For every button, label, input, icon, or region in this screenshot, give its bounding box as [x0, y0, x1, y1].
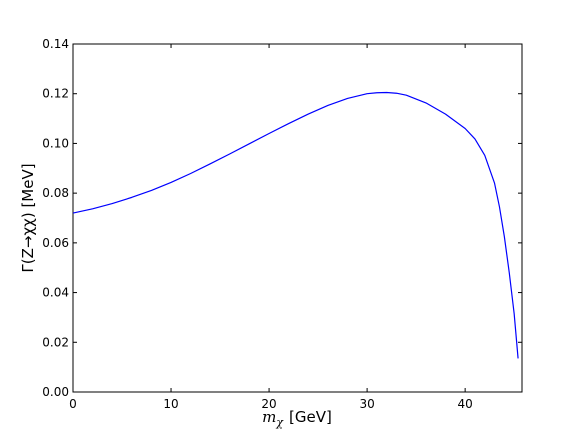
- x-tick-label: 20: [261, 397, 276, 411]
- x-axis-ticks: 0 10 20 30 40: [69, 44, 473, 411]
- plot-area: [72, 43, 523, 393]
- series-line: [72, 91, 519, 359]
- x-tick-label: 40: [457, 397, 472, 411]
- y-tick-label: 0.00: [42, 385, 69, 399]
- x-tick-label: 10: [163, 397, 178, 411]
- y-tick-label: 0.04: [42, 286, 69, 300]
- x-tick-label: 0: [69, 397, 77, 411]
- y-tick-label: 0.14: [42, 37, 69, 51]
- y-axis-label: Γ(Z→χχ) [MeV]: [19, 163, 37, 272]
- y-tick-label: 0.10: [42, 136, 69, 150]
- y-tick-label: 0.06: [42, 236, 69, 250]
- y-tick-label: 0.08: [42, 186, 69, 200]
- y-tick-label: 0.02: [42, 335, 69, 349]
- x-tick-label: 30: [359, 397, 374, 411]
- y-axis-ticks: 0.00 0.02 0.04 0.06 0.08 0.10 0.12 0.14: [42, 37, 522, 399]
- y-tick-label: 0.12: [42, 87, 69, 101]
- series-layer: [72, 91, 519, 359]
- x-axis-label: mχ [GeV]: [262, 408, 332, 429]
